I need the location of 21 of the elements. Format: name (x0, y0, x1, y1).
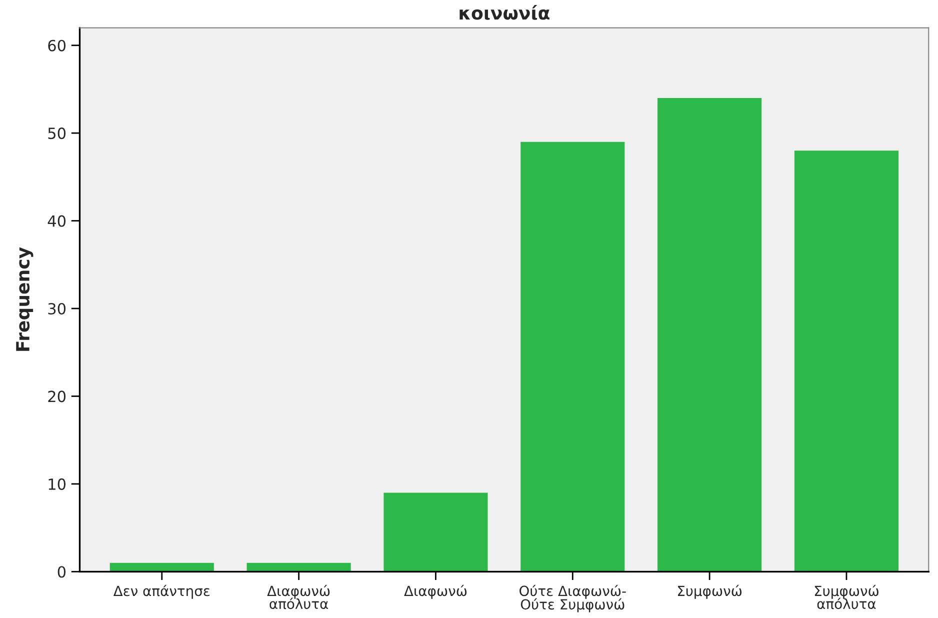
bar (384, 492, 488, 572)
y-tick-label: 0 (58, 566, 66, 578)
y-axis-title: Frequency (16, 247, 34, 351)
bar (658, 98, 762, 572)
y-tick-label: 50 (48, 128, 66, 140)
bar (794, 150, 898, 572)
bar (110, 562, 214, 572)
y-tick-label: 30 (48, 302, 66, 315)
bar (246, 562, 351, 572)
y-tick-label: 20 (48, 390, 66, 402)
y-tick-label: 60 (48, 40, 66, 52)
x-tick-label: Δεν απάντησε (113, 584, 210, 599)
chart-title: κοινωνία (460, 5, 550, 20)
y-tick-label: 40 (48, 215, 66, 227)
x-tick-label: Συμφωνώ (678, 584, 742, 599)
x-tick-label: Συμφωνώ απόλυτα (814, 584, 878, 610)
x-tick-label: Διαφωνώ απόλυτα (267, 584, 330, 610)
x-tick-label: Ούτε Διαφωνώ- Ούτε Συμφωνώ (520, 584, 626, 612)
x-tick-label: Διαφωνώ (404, 584, 467, 599)
bar (520, 142, 625, 572)
y-tick-label: 10 (48, 478, 66, 490)
